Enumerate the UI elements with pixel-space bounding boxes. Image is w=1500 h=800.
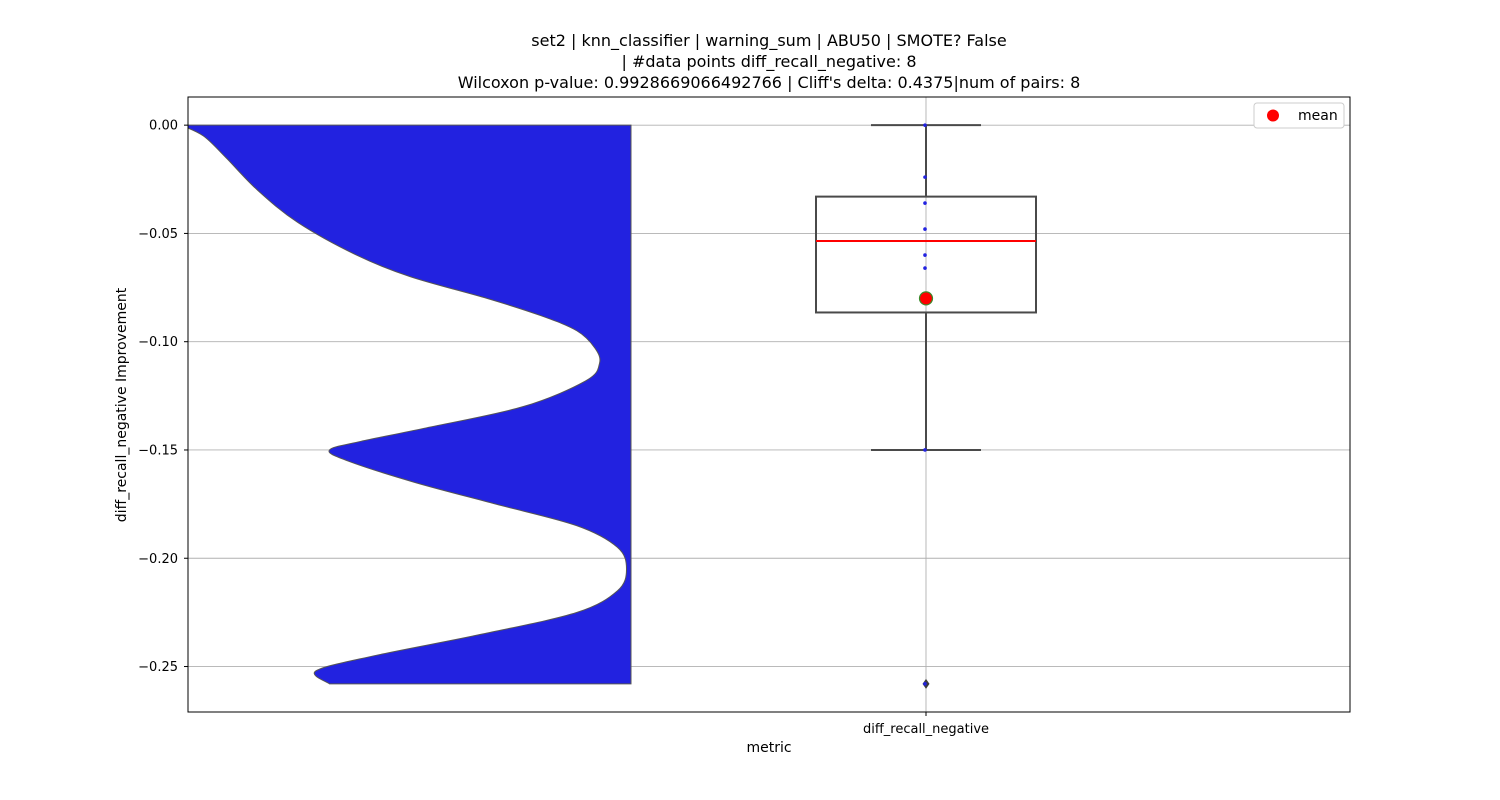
y-tick-label: −0.15 (138, 443, 178, 458)
y-tick-label: −0.25 (138, 660, 178, 675)
data-point (923, 201, 927, 205)
chart-title-line-2: | #data points diff_recall_negative: 8 (621, 52, 916, 72)
y-axis: 0.00 −0.05 −0.10 −0.15 −0.20 −0.25 (138, 119, 188, 675)
data-point (923, 123, 927, 127)
y-tick-label: −0.10 (138, 335, 178, 350)
data-point (923, 227, 927, 231)
x-axis: diff_recall_negative (863, 712, 989, 737)
data-point (923, 266, 927, 270)
violin-layer (188, 124, 632, 685)
x-tick-label: diff_recall_negative (863, 722, 989, 737)
points-layer (918, 123, 934, 686)
legend-frame (1253, 102, 1345, 129)
chart-title-line-3: Wilcoxon p-value: 0.9928669066492766 | C… (458, 73, 1081, 92)
violin-body (188, 124, 632, 685)
chart-title: set2 | knn_classifier | warning_sum | AB… (458, 31, 1081, 92)
y-tick-label: −0.20 (138, 552, 178, 567)
legend-mean-marker (1267, 109, 1279, 122)
chart-title-line-1: set2 | knn_classifier | warning_sum | AB… (531, 31, 1006, 51)
x-axis-label: metric (746, 740, 791, 756)
data-point (923, 448, 927, 452)
data-point (923, 682, 927, 686)
legend: mean (1253, 102, 1345, 129)
y-tick-label: −0.05 (138, 227, 178, 242)
box-iqr (815, 195, 1037, 314)
data-point (923, 175, 927, 179)
mean-marker (918, 291, 934, 306)
y-tick-label: 0.00 (149, 119, 178, 134)
y-axis-label: diff_recall_negative Improvement (114, 287, 130, 522)
plot-frame (187, 96, 1351, 713)
legend-mean-label: mean (1298, 108, 1338, 124)
data-point (923, 253, 927, 257)
